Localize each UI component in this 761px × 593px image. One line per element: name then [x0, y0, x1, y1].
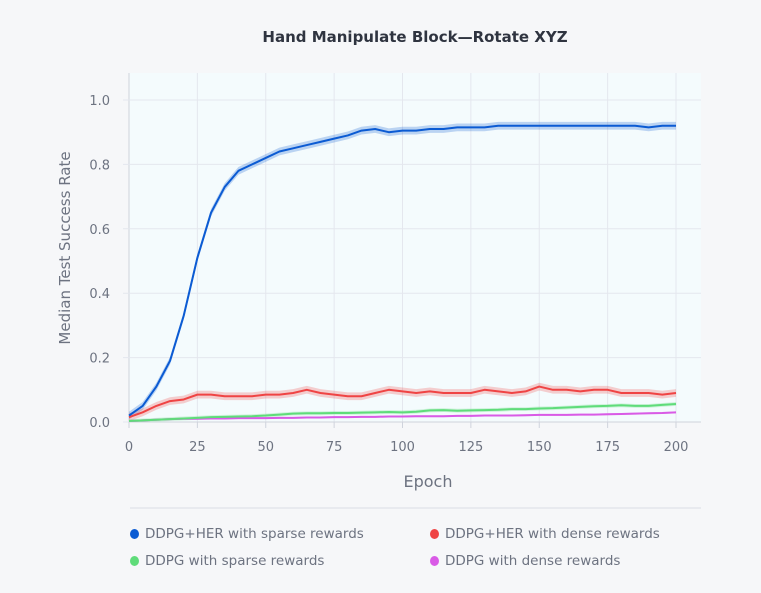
legend-label: DDPG with sparse rewards	[145, 553, 325, 569]
legend-item-ddpg-sparse: DDPG with sparse rewards	[130, 553, 324, 569]
legend-label: DDPG with dense rewards	[445, 553, 621, 569]
line-chart: Hand Manipulate Block—Rotate XYZ 0 25 50 75…	[56, 28, 701, 509]
legend-dot-icon	[430, 529, 439, 539]
legend-dot-icon	[430, 556, 439, 566]
y-tick-label: 0.2	[89, 352, 110, 367]
series-line-3	[128, 411, 677, 423]
legend-dot-icon	[130, 529, 139, 539]
x-tick-label: 50	[257, 440, 274, 455]
legend-dot-icon	[130, 556, 139, 566]
x-tick-label: 175	[595, 440, 620, 455]
x-tick-label: 25	[189, 440, 206, 455]
legend-label: DDPG+HER with dense rewards	[445, 526, 660, 542]
series-line-0	[128, 124, 676, 417]
y-tick-label: 0.6	[89, 223, 110, 238]
x-tick-label: 200	[664, 440, 689, 455]
x-tick-label: 150	[527, 440, 552, 455]
x-axis-label: Epoch	[404, 472, 453, 491]
y-tick-label: 0.8	[89, 158, 110, 173]
y-tick-label: 0.0	[89, 416, 110, 431]
chart-title: Hand Manipulate Block—Rotate XYZ	[262, 28, 567, 46]
confidence-band-1	[129, 382, 676, 422]
x-tick-label: 0	[125, 440, 133, 455]
y-axis-label: Median Test Success Rate	[56, 151, 74, 344]
x-tick-label: 75	[326, 440, 343, 455]
y-tick-label: 1.0	[89, 94, 110, 109]
legend-item-ddpg-dense: DDPG with dense rewards	[430, 553, 620, 569]
y-tick-label: 0.4	[89, 287, 110, 302]
legend-item-her-sparse: DDPG+HER with sparse rewards	[130, 526, 364, 542]
series-line-2	[128, 402, 677, 423]
legend-item-her-dense: DDPG+HER with dense rewards	[430, 526, 660, 542]
legend-label: DDPG+HER with sparse rewards	[145, 526, 364, 542]
series-line-1	[128, 385, 677, 419]
x-tick-label: 100	[390, 440, 415, 455]
x-tick-label: 125	[458, 440, 483, 455]
